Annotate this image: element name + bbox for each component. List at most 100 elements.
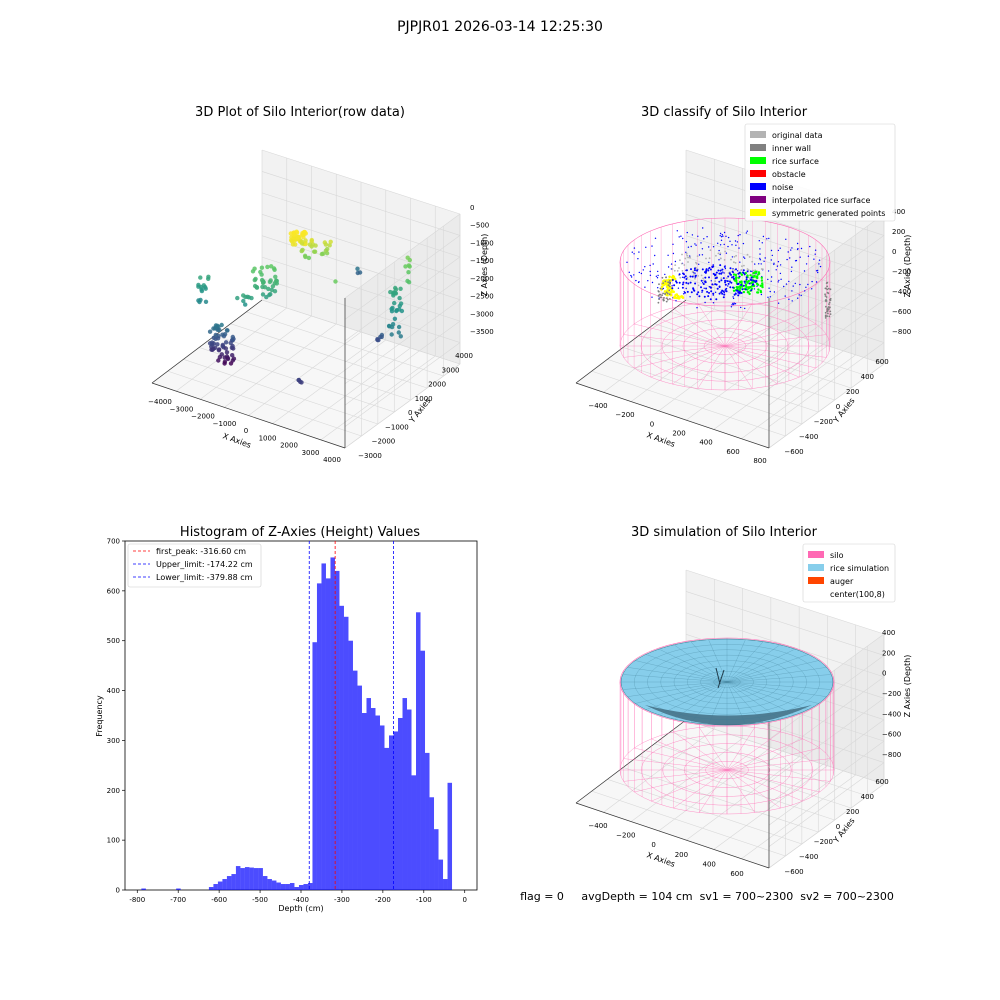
- noise-point: [816, 269, 819, 272]
- original-point: [719, 252, 722, 255]
- grid-line: [261, 256, 461, 322]
- data-point: [392, 300, 397, 306]
- silo-spoke: [699, 727, 728, 771]
- rice-surface-point: [736, 287, 739, 291]
- grid-line: [685, 719, 885, 785]
- rice-surface-point: [754, 270, 757, 274]
- data-point: [403, 264, 408, 269]
- y-tick-label: 500: [107, 637, 120, 645]
- inner-wall-point: [825, 296, 828, 298]
- silo-spoke: [726, 731, 781, 771]
- tick-label: −2000: [191, 413, 215, 421]
- noise-point: [725, 235, 727, 237]
- data-point: [393, 291, 398, 296]
- histogram-bar: [380, 725, 385, 890]
- rice-surface-point: [756, 291, 760, 294]
- noise-point: [703, 238, 705, 240]
- rice-surface-point: [742, 290, 746, 294]
- histogram-bar: [321, 563, 326, 890]
- grid-line: [768, 783, 885, 869]
- grid-line: [261, 278, 461, 343]
- data-point: [393, 287, 399, 292]
- silo-spoke: [724, 345, 753, 389]
- data-point: [211, 346, 216, 351]
- silo-spoke: [697, 303, 726, 347]
- tick-label: 200: [892, 228, 905, 236]
- grid-line: [344, 342, 461, 427]
- noise-point: [800, 294, 802, 297]
- rice-surface-point: [732, 289, 736, 292]
- noise-point: [704, 301, 706, 304]
- grid-line: [261, 149, 461, 215]
- silo-spoke: [726, 758, 831, 771]
- tick-label: 2000: [280, 442, 298, 450]
- inner-wall-point: [825, 299, 827, 301]
- silo-spoke: [634, 747, 728, 771]
- original-point: [725, 277, 728, 280]
- original-point: [717, 252, 720, 255]
- data-point: [307, 242, 313, 247]
- noise-point: [635, 279, 637, 282]
- noise-point: [714, 291, 717, 293]
- noise-point: [777, 249, 780, 252]
- noise-point: [651, 296, 653, 298]
- noise-point: [645, 246, 647, 248]
- original-point: [720, 277, 723, 279]
- grid-line: [685, 214, 885, 279]
- noise-point: [770, 259, 772, 261]
- tick-label: 3000: [302, 449, 320, 457]
- original-point: [673, 269, 676, 272]
- tick-label: −200: [616, 832, 635, 840]
- noise-point: [730, 281, 733, 284]
- rice-surface-point: [757, 288, 760, 291]
- noise-point: [685, 281, 688, 284]
- noise-point: [735, 244, 737, 246]
- silo-spoke: [651, 769, 728, 802]
- rice-surface-point: [748, 292, 751, 296]
- histogram-bar: [425, 752, 430, 890]
- data-point: [376, 337, 381, 343]
- noise-point: [719, 235, 721, 237]
- classify-plot-points: [626, 227, 832, 319]
- grid-line: [224, 323, 337, 408]
- noise-point: [682, 237, 684, 240]
- noise-point: [725, 290, 728, 293]
- tick-label: 0: [244, 427, 248, 435]
- noise-point: [797, 297, 799, 299]
- data-point: [319, 251, 325, 257]
- noise-point: [729, 240, 731, 242]
- noise-point: [647, 280, 649, 282]
- noise-point: [708, 276, 710, 279]
- noise-point: [814, 253, 816, 255]
- simulation-plot-3d-axes-box: [575, 569, 885, 869]
- histogram-bar: [434, 829, 439, 890]
- noise-point: [644, 286, 646, 288]
- data-point: [323, 242, 329, 247]
- rice-surface-point: [740, 281, 743, 285]
- tick-label: 4000: [455, 352, 473, 360]
- classify-legend: original data inner wall rice surface obsta…: [744, 123, 896, 222]
- noise-point: [687, 246, 690, 248]
- noise-point: [740, 306, 742, 309]
- legend-label: inner wall: [772, 144, 811, 153]
- inner-wall-point: [668, 293, 671, 296]
- histogram-bar: [240, 868, 245, 890]
- noise-point: [720, 239, 723, 241]
- grid-line: [344, 256, 461, 342]
- noise-point: [698, 254, 701, 256]
- surface-mesh: [726, 681, 809, 710]
- tick-label: −2000: [470, 275, 494, 283]
- noise-point: [651, 281, 654, 284]
- original-point: [751, 273, 754, 276]
- noise-point: [723, 243, 725, 246]
- silo-spoke: [724, 345, 827, 358]
- noise-point: [749, 270, 752, 272]
- noise-point: [678, 273, 681, 276]
- original-point: [695, 262, 698, 265]
- histogram-bar: [370, 708, 376, 890]
- simulation-plot-z-label: Z Axies (Depth): [903, 655, 912, 718]
- rice-surface-point: [735, 277, 738, 280]
- data-point: [243, 302, 248, 307]
- data-point: [398, 334, 403, 339]
- grid-line: [344, 278, 461, 363]
